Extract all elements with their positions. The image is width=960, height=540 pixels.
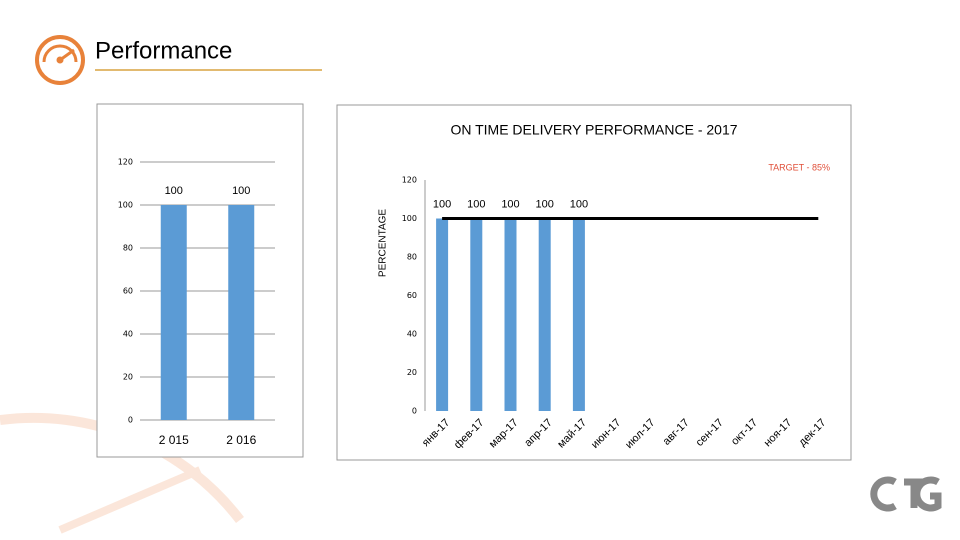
y-tick-label: 0 (128, 416, 133, 425)
page-title: Performance (95, 37, 232, 64)
y-tick-label: 120 (402, 176, 417, 185)
y-tick-label: 60 (123, 287, 133, 296)
bar (504, 218, 517, 411)
chart-panel (336, 104, 852, 461)
bar (160, 205, 187, 420)
logo-icon (35, 35, 85, 85)
data-label: 100 (467, 198, 485, 210)
y-tick-label: 20 (123, 373, 133, 382)
x-tick-label: 2 016 (226, 433, 256, 447)
bar (228, 205, 255, 420)
brand-logo (870, 476, 942, 512)
data-label: 100 (570, 198, 588, 210)
data-label: 100 (232, 185, 250, 197)
data-label: 100 (165, 185, 183, 197)
bar (436, 218, 449, 411)
bar (538, 218, 551, 411)
data-label: 100 (501, 198, 519, 210)
y-tick-label: 120 (118, 158, 133, 167)
data-label: 100 (536, 198, 554, 210)
y-tick-label: 100 (118, 201, 133, 210)
bar (572, 218, 585, 411)
y-tick-label: 20 (407, 368, 417, 377)
chart-title: ON TIME DELIVERY PERFORMANCE - 2017 (450, 122, 737, 138)
bar (470, 218, 483, 411)
x-tick-label: 2 015 (159, 433, 189, 447)
annotation: TARGET - 85% (768, 162, 830, 172)
y-tick-label: 80 (123, 244, 133, 253)
y-tick-label: 80 (407, 253, 417, 262)
chart-panel (96, 103, 304, 458)
y-axis-label: PERCENTAGE (378, 209, 389, 277)
y-tick-label: 60 (407, 291, 417, 300)
y-tick-label: 40 (123, 330, 133, 339)
y-tick-label: 0 (412, 407, 417, 416)
y-tick-label: 40 (407, 330, 417, 339)
data-label: 100 (433, 198, 451, 210)
y-tick-label: 100 (402, 214, 417, 223)
